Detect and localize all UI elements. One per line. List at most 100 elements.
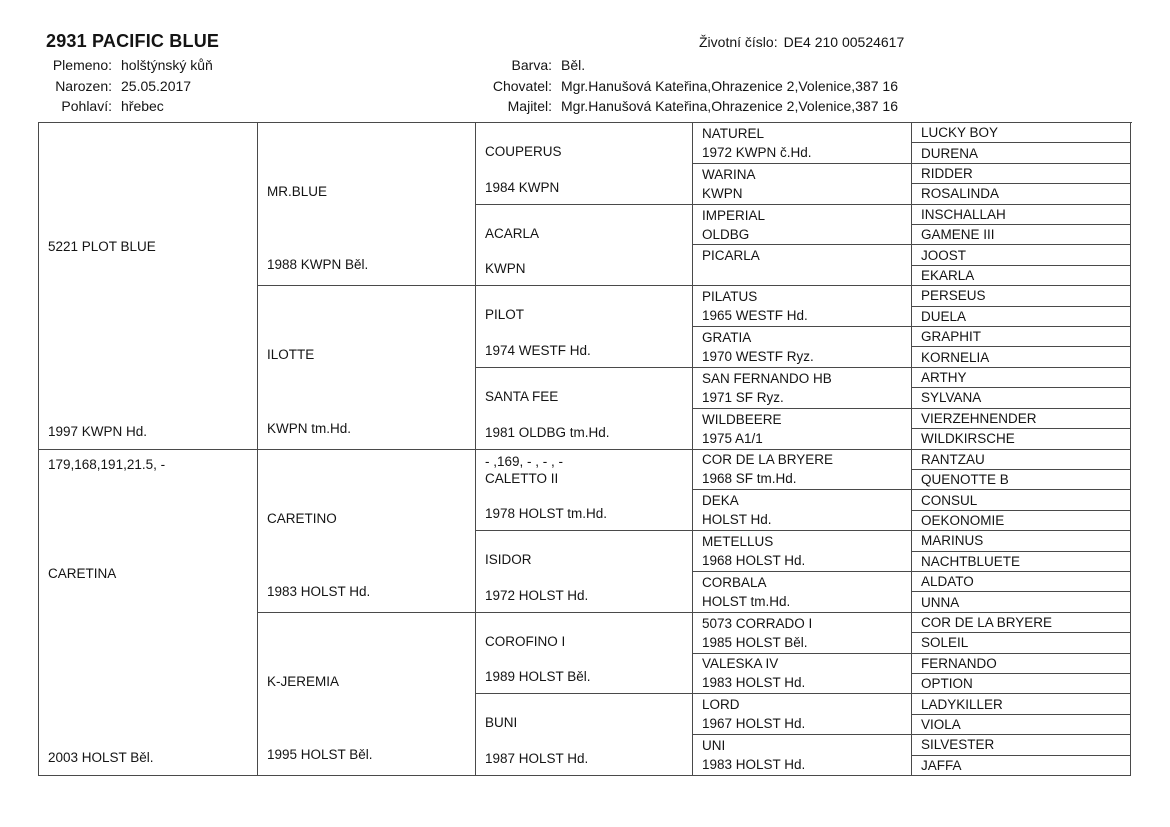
horse-name: ILOTTE [267, 347, 315, 363]
pedigree-cell-gen5: ROSALINDA [912, 184, 1131, 205]
horse-name: QUENOTTE B [921, 472, 1009, 488]
horse-name: UNI [702, 738, 726, 754]
pedigree-cell-gen5: RANTZAU [912, 449, 1131, 470]
pedigree-cell-gen5: QUENOTTE B [912, 469, 1131, 491]
horse-name: WILDBEERE [702, 411, 782, 427]
horse-name: RIDDER [921, 166, 973, 182]
pedigree-cell-gen2: ILOTTE KWPN tm.Hd. [258, 286, 476, 450]
horse-name: NACHTBLUETE [921, 553, 1021, 569]
horse-info: 1984 KWPN [485, 179, 560, 195]
horse-name: VIERZEHNENDER [921, 410, 1037, 426]
horse-measurements [485, 617, 683, 633]
pedigree-cell-sire: 5221 PLOT BLUE 1997 KWPN Hd. [39, 123, 258, 450]
horse-info: KWPN [485, 261, 526, 277]
horse-detail-fields: Plemeno: holštýnský kůň Narozen: 25.05.2… [40, 55, 213, 117]
horse-info: 1970 WESTF Ryz. [702, 348, 814, 364]
horse-name: DEKA [702, 493, 739, 509]
pedigree-cell-gen5: RIDDER [912, 163, 1131, 185]
pedigree-cell-gen5: DURENA [912, 143, 1131, 164]
horse-info: 1987 HOLST Hd. [485, 751, 589, 766]
horse-name: CORBALA [702, 574, 767, 590]
field-color: Barva: Běl. [412, 55, 898, 76]
horse-name: JAFFA [921, 757, 962, 773]
horse-name: FERNANDO [921, 655, 997, 671]
pedigree-cell-gen4: VALESKA IV 1983 HOLST Hd. [693, 653, 912, 695]
pedigree-cell-gen5: ARTHY [912, 367, 1131, 389]
pedigree-cell-gen3: COROFINO I 1989 HOLST Běl. [476, 612, 693, 695]
pedigree-cell-gen5: VIOLA [912, 714, 1131, 736]
horse-name: LUCKY BOY [921, 125, 999, 141]
horse-measurements [48, 129, 248, 146]
field-sex-label: Pohlaví: [61, 98, 112, 115]
horse-name: COR DE LA BRYERE [702, 452, 834, 468]
pedigree-cell-gen4: WARINA KWPN [693, 163, 912, 205]
horse-info: 1981 OLDBG tm.Hd. [485, 424, 610, 440]
horse-measurements [485, 209, 683, 225]
horse-name: PERSEUS [921, 288, 986, 304]
pedigree-cell-gen2: K-JEREMIA 1995 HOLST Běl. [258, 612, 476, 776]
pedigree-cell-gen4: CORBALA HOLST tm.Hd. [693, 571, 912, 613]
horse-name: LORD [702, 697, 740, 713]
field-breeder: Chovatel: Mgr.Hanušová Kateřina,Ohrazeni… [412, 76, 898, 97]
horse-name: NATUREL [702, 125, 765, 141]
horse-name: PILOT [485, 307, 525, 323]
horse-name: 5221 PLOT BLUE [48, 239, 156, 254]
horse-name: SILVESTER [921, 737, 995, 753]
pedigree-cell-gen5: MARINUS [912, 531, 1131, 552]
pedigree-cell-gen3: ACARLA KWPN [476, 204, 693, 287]
horse-name: WILDKIRSCHE [921, 431, 1015, 447]
horse-measurements: - ,169, - , - , - [485, 453, 564, 469]
pedigree-cell-gen5: SOLEIL [912, 633, 1131, 654]
horse-info: 1968 HOLST Hd. [702, 553, 806, 569]
horse-name: COROFINO I [485, 633, 566, 649]
pedigree-cell-gen5: GRAPHIT [912, 327, 1131, 348]
field-breeder-value: Mgr.Hanušová Kateřina,Ohrazenice 2,Volen… [561, 77, 898, 94]
pedigree-cell-gen3: COUPERUS 1984 KWPN [476, 123, 693, 205]
pedigree-cell-gen3: SANTA FEE 1981 OLDBG tm.Hd. [476, 367, 693, 450]
horse-name: BUNI [485, 715, 518, 731]
pedigree-cell-gen5: NACHTBLUETE [912, 551, 1131, 572]
horse-name: MR.BLUE [267, 184, 328, 199]
horse-name: VIOLA [921, 716, 961, 732]
horse-name: GRATIA [702, 329, 752, 345]
horse-name: OEKONOMIE [921, 512, 1005, 528]
pedigree-cell-gen5: OEKONOMIE [912, 510, 1131, 532]
horse-name: RANTZAU [921, 451, 985, 467]
pedigree-cell-gen4: UNI 1983 HOLST Hd. [693, 735, 912, 776]
horse-measurements [485, 535, 683, 551]
horse-name: ISIDOR [485, 552, 532, 568]
horse-info: 1972 HOLST Hd. [485, 587, 589, 603]
horse-info: 1983 HOLST Hd. [702, 675, 806, 691]
horse-name: SYLVANA [921, 390, 982, 406]
horse-name: GRAPHIT [921, 329, 982, 345]
horse-info: KWPN tm.Hd. [267, 420, 352, 436]
pedigree-cell-gen3: - ,169, - , - , - CALETTO II 1978 HOLST … [476, 449, 693, 532]
pedigree-cell-gen3: BUNI 1987 HOLST Hd. [476, 694, 693, 776]
horse-info: OLDBG [702, 226, 750, 242]
horse-measurements: 179,168,191,21.5, - [48, 456, 166, 472]
horse-name: VALESKA IV [702, 656, 779, 672]
horse-name: COR DE LA BRYERE [921, 614, 1053, 630]
pedigree-cell-gen5: UNNA [912, 592, 1131, 613]
horse-name: DURENA [921, 145, 979, 161]
horse-info: 1989 HOLST Běl. [485, 669, 591, 685]
field-born-label: Narozen: [55, 77, 112, 94]
horse-name: CARETINA [48, 565, 117, 581]
field-life-number-label: Životní číslo: [699, 34, 778, 50]
horse-name: DUELA [921, 308, 967, 324]
pedigree-cell-dam: 179,168,191,21.5, - CARETINA 2003 HOLST … [39, 449, 258, 776]
pedigree-cell-gen5: GAMENE III [912, 225, 1131, 246]
horse-name: CALETTO II [485, 470, 559, 486]
field-sex-value: hřebec [121, 98, 164, 115]
pedigree-cell-gen5: ALDATO [912, 571, 1131, 593]
pedigree-cell-gen4: LORD 1967 HOLST Hd. [693, 694, 912, 736]
horse-info: HOLST tm.Hd. [702, 593, 791, 609]
field-sex: Pohlaví: hřebec [40, 96, 213, 117]
horse-info: 1971 SF Ryz. [702, 389, 784, 405]
pedigree-table: 5221 PLOT BLUE 1997 KWPN Hd. 179,168,191… [38, 122, 1132, 776]
horse-name: METELLUS [702, 534, 774, 550]
horse-name: INSCHALLAH [921, 206, 1006, 222]
pedigree-cell-gen5: INSCHALLAH [912, 204, 1131, 226]
horse-name: K-JEREMIA [267, 673, 340, 689]
horse-name: ROSALINDA [921, 186, 1000, 202]
